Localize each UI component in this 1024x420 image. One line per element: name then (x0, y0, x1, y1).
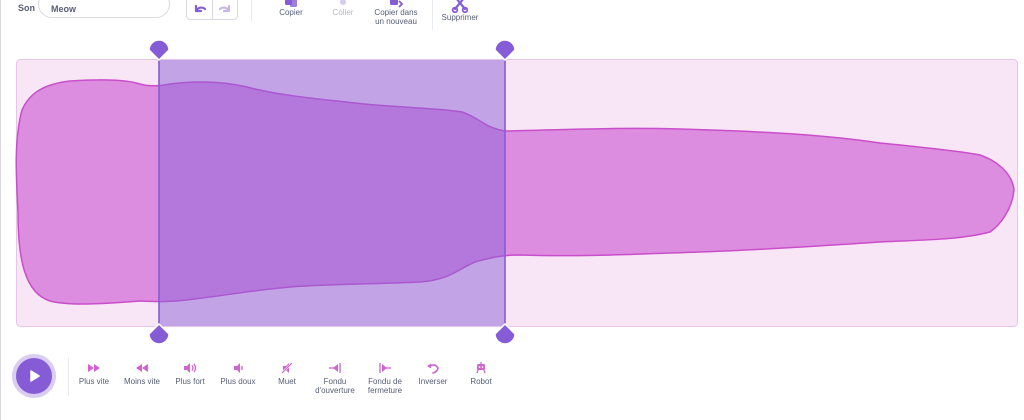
selection-start-handle-bottom[interactable] (148, 322, 170, 345)
robot-icon (476, 362, 486, 374)
effect-label-line2: d'ouverture (315, 386, 355, 395)
slower-icon (136, 364, 148, 372)
softer-icon (234, 363, 243, 373)
effect-fade-out-button[interactable]: Fondu de fermeture (357, 362, 413, 395)
effect-reverse-button[interactable]: Inverser (405, 362, 461, 386)
copy-label: Copier (279, 8, 303, 17)
undo-icon (194, 4, 206, 13)
effect-louder-button[interactable]: Plus fort (162, 362, 218, 386)
mute-icon (281, 362, 293, 374)
louder-icon (184, 363, 197, 373)
effect-mute-button[interactable]: Muet (259, 362, 315, 386)
play-button[interactable] (16, 358, 52, 394)
effect-label: Plus vite (78, 377, 110, 386)
panel-left-border (0, 0, 1, 420)
copy-to-new-label-line1: Copier dans (374, 8, 418, 17)
redo-button[interactable] (212, 0, 237, 19)
sound-name-input[interactable] (38, 0, 170, 18)
copy-to-new-label-line2: un nouveau (375, 17, 417, 26)
copy-button[interactable]: Copier (272, 0, 310, 17)
undo-redo-group (186, 0, 238, 20)
effect-label: Plus doux (220, 377, 256, 386)
faster-icon (88, 364, 100, 372)
toolbar-divider (251, 0, 252, 22)
play-icon (30, 370, 40, 382)
copy-to-new-button[interactable]: Copier dans un nouveau (368, 0, 424, 26)
reverse-icon (427, 363, 439, 374)
toolbar-divider (432, 0, 433, 30)
selection-start-handle-top[interactable] (148, 39, 170, 62)
delete-button[interactable]: Supprimer (438, 0, 482, 22)
effect-label-line1: Fondu (323, 377, 347, 386)
scissors-icon (451, 0, 469, 13)
waveform-canvas[interactable] (0, 0, 1024, 345)
effect-label: Plus fort (175, 377, 205, 386)
sound-toolbar: Son Copier Coller (0, 0, 1024, 36)
paste-label: Coller (332, 8, 354, 17)
delete-label: Supprimer (441, 13, 479, 22)
effect-label: Inverser (418, 377, 448, 386)
effect-label-line1: Fondu de (368, 377, 402, 386)
selection-end-handle-top[interactable] (494, 39, 516, 62)
selection-region[interactable] (159, 60, 505, 326)
selection-end-handle-bottom[interactable] (494, 322, 516, 345)
sound-name-label: Son (18, 3, 35, 13)
paste-button[interactable]: Coller (326, 0, 360, 17)
fade-out-icon (379, 363, 391, 373)
effect-label: Robot (470, 377, 492, 386)
paste-icon (340, 0, 346, 5)
effects-divider (68, 358, 69, 396)
effect-label: Muet (278, 377, 296, 386)
effect-label-line2: fermeture (367, 386, 403, 395)
effect-slower-button[interactable]: Moins vite (114, 362, 170, 386)
undo-button[interactable] (187, 0, 212, 19)
sound-editor (0, 0, 1024, 345)
effect-fade-in-button[interactable]: Fondu d'ouverture (307, 362, 363, 395)
effect-robot-button[interactable]: Robot (453, 362, 509, 386)
copy-to-new-icon (390, 0, 404, 8)
effect-softer-button[interactable]: Plus doux (210, 362, 266, 386)
effect-label: Moins vite (123, 377, 160, 386)
redo-icon (218, 4, 231, 13)
copy-icon (285, 0, 297, 7)
fade-in-icon (329, 363, 341, 373)
effect-faster-button[interactable]: Plus vite (66, 362, 122, 386)
